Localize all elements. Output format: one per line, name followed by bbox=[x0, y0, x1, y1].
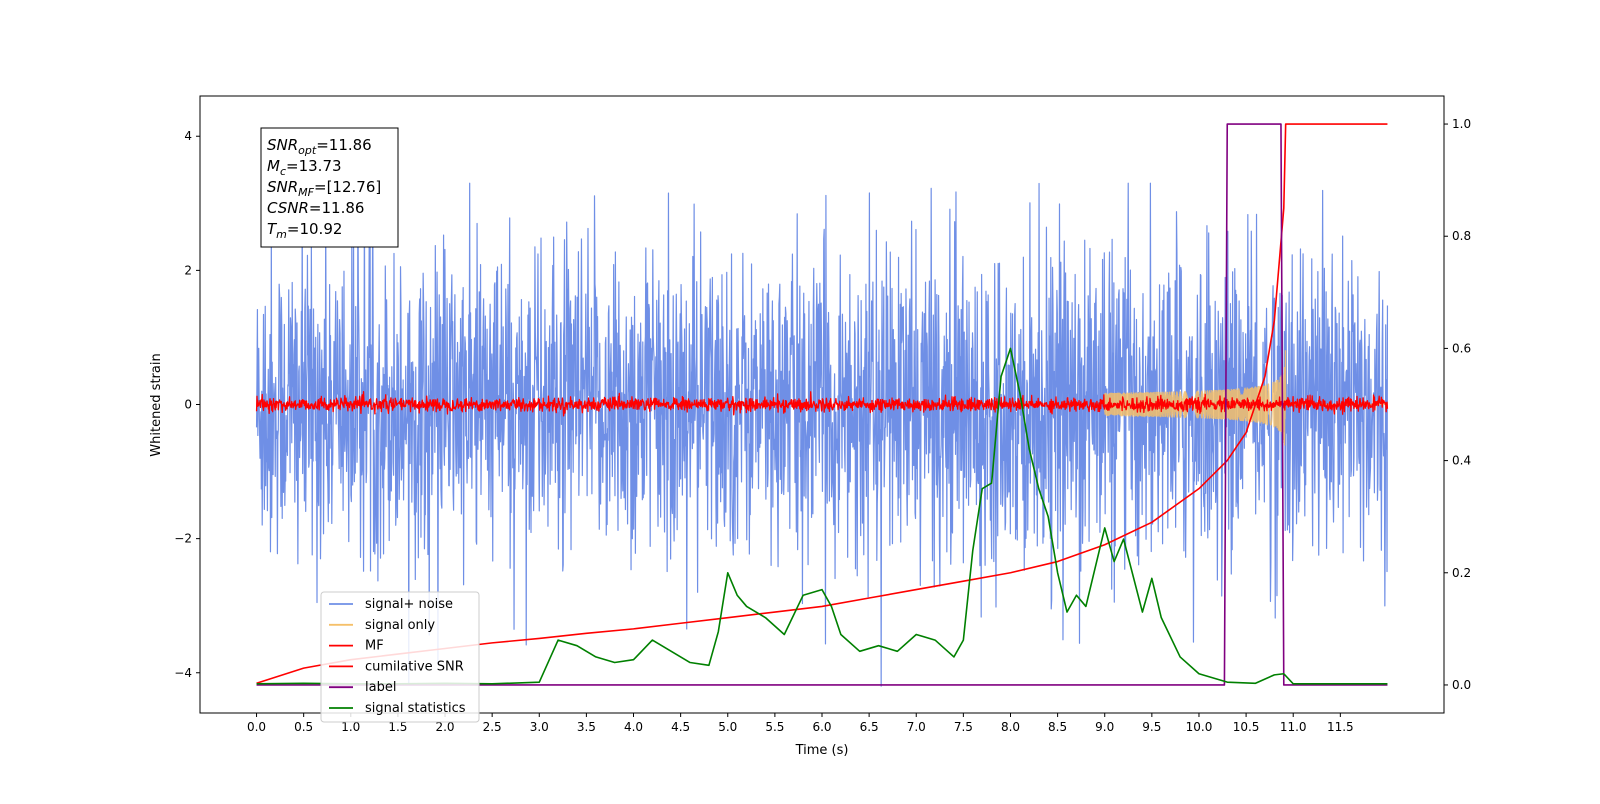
y-axis-title: Whitened strain bbox=[149, 353, 164, 456]
x-tick-label-10: 5.0 bbox=[718, 720, 737, 734]
axes: 0.0 0.5 1.0 1.5 2.0 2.5 3.0 3.5 4.0 4.5 5.0 5.5 6.0 6… bbox=[174, 117, 1471, 734]
legend-label-4: label bbox=[365, 680, 396, 695]
x-tick-label-3: 1.5 bbox=[388, 720, 407, 734]
x-tick-label-21: 10.5 bbox=[1233, 720, 1260, 734]
series-line-4 bbox=[256, 123, 1388, 686]
x-tick-label-13: 6.5 bbox=[860, 720, 879, 734]
y-tick-label-3: −2 bbox=[174, 532, 192, 546]
y-tick-label-2: 0 bbox=[184, 398, 192, 412]
x-tick-label-0: 0.0 bbox=[247, 720, 266, 734]
x-tick-label-8: 4.0 bbox=[624, 720, 643, 734]
x-tick-label-20: 10.0 bbox=[1186, 720, 1213, 734]
series-line-2 bbox=[255, 391, 1389, 417]
stats-line-2: SNRMF=[12.76] bbox=[267, 178, 381, 199]
x-tick-label-2: 1.0 bbox=[341, 720, 360, 734]
x-tick-label-7: 3.5 bbox=[577, 720, 596, 734]
x-tick-label-22: 11.0 bbox=[1280, 720, 1307, 734]
stats-line-1: Mc=13.73 bbox=[267, 157, 342, 178]
stats-line-0: SNRopt=11.86 bbox=[267, 136, 372, 157]
y-tick-label-0: 4 bbox=[184, 129, 192, 143]
y2-tick-label-2: 0.6 bbox=[1452, 341, 1471, 355]
x-tick-label-15: 7.5 bbox=[954, 720, 973, 734]
legend-label-5: signal statistics bbox=[365, 701, 466, 716]
y2-tick-label-1: 0.8 bbox=[1452, 229, 1471, 243]
legend-box bbox=[320, 591, 480, 723]
x-tick-label-17: 8.5 bbox=[1048, 720, 1067, 734]
legend: signal+ noise signal only MF cumilative SNR… bbox=[320, 591, 480, 723]
y2-tick-label-3: 0.4 bbox=[1452, 454, 1471, 468]
stats-line-4: Tm=10.92 bbox=[267, 220, 342, 241]
x-tick-label-18: 9.0 bbox=[1095, 720, 1114, 734]
stats-box bbox=[260, 127, 399, 248]
series-line-5 bbox=[256, 347, 1388, 685]
x-tick-label-9: 4.5 bbox=[671, 720, 690, 734]
x-tick-label-1: 0.5 bbox=[294, 720, 313, 734]
y2-tick-label-4: 0.2 bbox=[1452, 566, 1471, 580]
legend-label-3: cumilative SNR bbox=[365, 659, 464, 674]
x-tick-label-12: 6.0 bbox=[812, 720, 831, 734]
y2-tick-label-0: 1.0 bbox=[1452, 117, 1471, 131]
legend-label-1: signal only bbox=[365, 618, 435, 633]
y-tick-label-4: −4 bbox=[174, 666, 192, 680]
x-tick-label-11: 5.5 bbox=[765, 720, 784, 734]
x-tick-label-14: 7.0 bbox=[907, 720, 926, 734]
x-tick-label-6: 3.0 bbox=[530, 720, 549, 734]
y-tick-label-1: 2 bbox=[184, 263, 192, 277]
x-tick-label-5: 2.5 bbox=[483, 720, 502, 734]
legend-label-2: MF bbox=[365, 639, 384, 654]
legend-label-0: signal+ noise bbox=[365, 597, 453, 612]
x-tick-label-23: 11.5 bbox=[1327, 720, 1354, 734]
stats-annotation: SNRopt=11.86Mc=13.73SNRMF=[12.76]CSNR=11… bbox=[260, 127, 399, 248]
x-tick-label-16: 8.0 bbox=[1001, 720, 1020, 734]
stats-line-3: CSNR=11.86 bbox=[267, 199, 364, 217]
x-tick-label-19: 9.5 bbox=[1142, 720, 1161, 734]
y2-tick-label-5: 0.0 bbox=[1452, 678, 1471, 692]
x-axis-title: Time (s) bbox=[795, 743, 849, 758]
x-tick-label-4: 2.0 bbox=[435, 720, 454, 734]
